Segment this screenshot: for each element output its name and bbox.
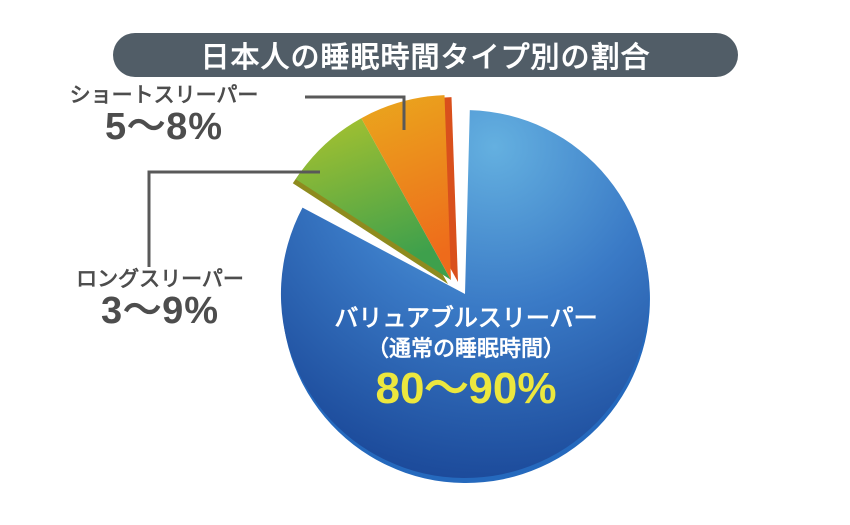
leader-line-short	[305, 95, 406, 130]
callout-short-value: 5～8%	[104, 106, 224, 149]
slice-valuable	[280, 110, 649, 479]
callout-short-sleeper: ショートスリーパー 5～8%	[48, 84, 280, 148]
label-valuable-sleeper: バリュアブルスリーパー （通常の睡眠時間） 80～90%	[286, 305, 646, 412]
valuable-name: バリュアブルスリーパー	[334, 305, 598, 332]
callout-long-name: ロングスリーパー	[76, 268, 244, 291]
title-banner: 日本人の睡眠時間タイプ別の割合	[113, 33, 738, 77]
leader-line-long	[147, 170, 320, 267]
slice-short	[361, 95, 451, 280]
valuable-sub: （通常の睡眠時間）	[366, 335, 565, 361]
valuable-value: 80～90%	[375, 364, 557, 414]
page-title: 日本人の睡眠時間タイプ別の割合	[200, 42, 651, 74]
callout-short-name: ショートスリーパー	[69, 84, 259, 107]
callout-long-value: 3～9%	[100, 290, 220, 333]
slice-long	[295, 118, 451, 280]
callout-long-sleeper: ロングスリーパー 3～9%	[45, 268, 275, 332]
